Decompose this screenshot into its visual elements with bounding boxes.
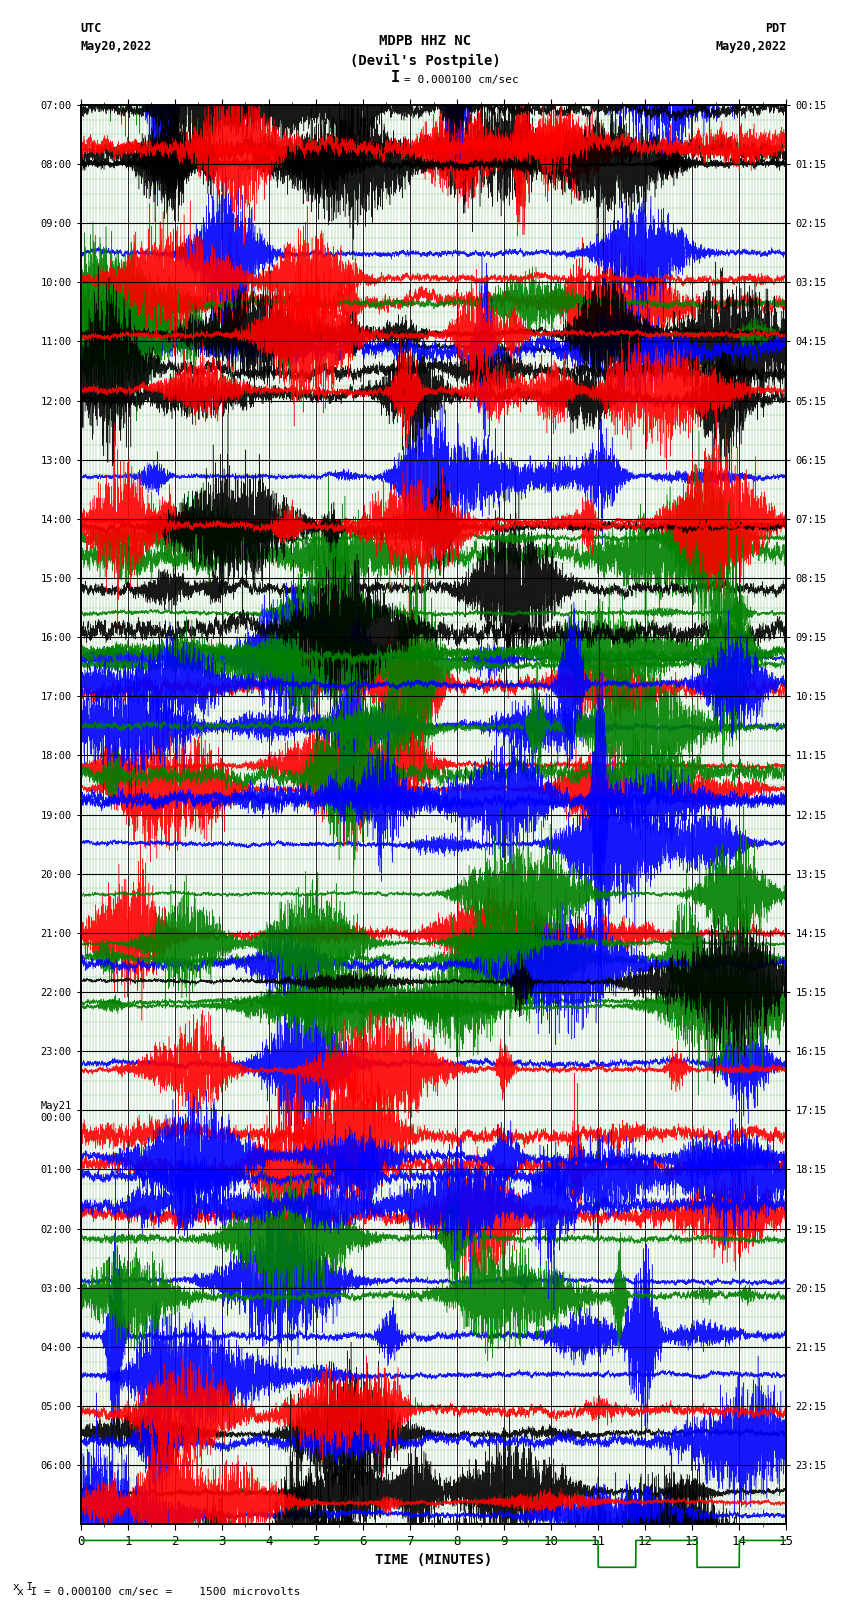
Text: I: I — [391, 71, 399, 85]
Text: May20,2022: May20,2022 — [715, 40, 786, 53]
Text: = 0.000100 cm/sec: = 0.000100 cm/sec — [404, 76, 518, 85]
Text: May20,2022: May20,2022 — [81, 40, 152, 53]
Text: (Devil's Postpile): (Devil's Postpile) — [349, 53, 501, 68]
Text: x I: x I — [13, 1582, 33, 1592]
Text: MDPB HHZ NC: MDPB HHZ NC — [379, 34, 471, 48]
Text: x I = 0.000100 cm/sec =    1500 microvolts: x I = 0.000100 cm/sec = 1500 microvolts — [17, 1587, 301, 1597]
X-axis label: TIME (MINUTES): TIME (MINUTES) — [375, 1553, 492, 1568]
Text: UTC: UTC — [81, 23, 102, 35]
Text: PDT: PDT — [765, 23, 786, 35]
